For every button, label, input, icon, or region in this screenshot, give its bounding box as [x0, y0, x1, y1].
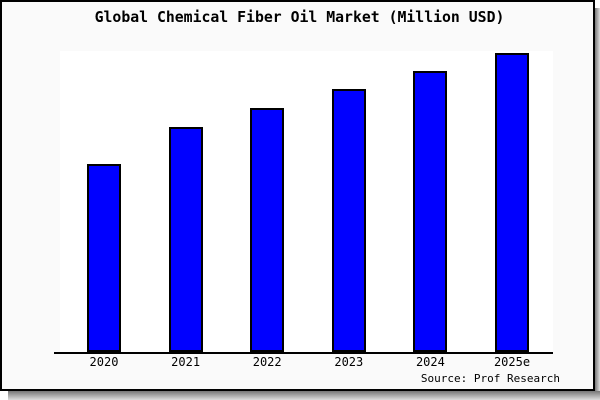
- plot-area: [60, 51, 553, 352]
- bar-2024: [413, 71, 448, 352]
- chart-title: Global Chemical Fiber Oil Market (Millio…: [94, 9, 505, 26]
- x-tick-label-2020: 2020: [89, 355, 119, 369]
- bar-2020: [87, 164, 121, 352]
- bar-2022: [250, 108, 285, 352]
- bar-2025e: [495, 53, 529, 352]
- chart-frame: Global Chemical Fiber Oil Market (Millio…: [0, 0, 595, 391]
- bar-2023: [331, 89, 366, 352]
- x-tick-label-2024: 2024: [415, 355, 445, 369]
- frame-shadow-bottom: [8, 391, 600, 400]
- x-tick-label-2022: 2022: [252, 355, 282, 369]
- source-text: Source: Prof Research: [420, 372, 560, 385]
- x-axis-line: [54, 352, 553, 354]
- frame-shadow-right: [595, 8, 600, 391]
- x-tick-label-2021: 2021: [171, 355, 201, 369]
- x-tick-label-2023: 2023: [334, 355, 364, 369]
- bar-2021: [168, 127, 203, 352]
- x-tick-label-2025e: 2025e: [493, 355, 531, 369]
